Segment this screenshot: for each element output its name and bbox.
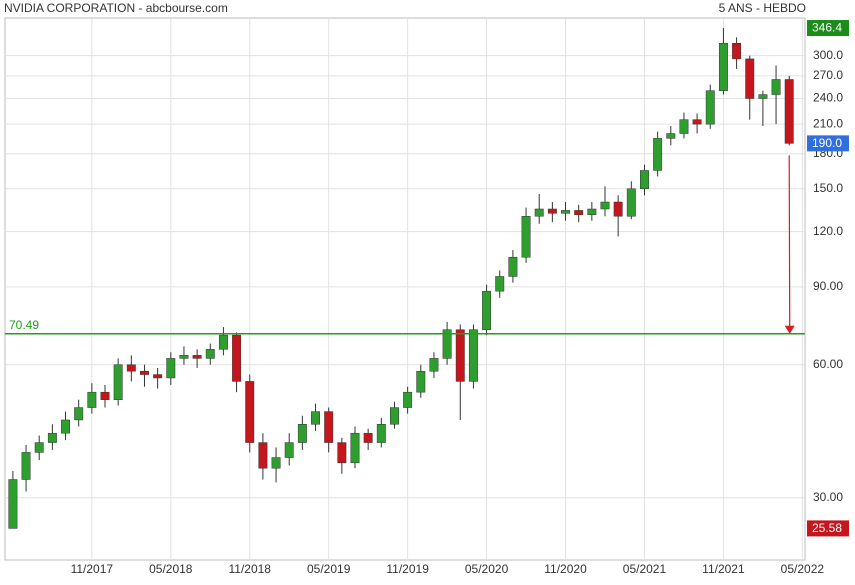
candle-body	[8, 479, 18, 529]
candle-body	[113, 364, 123, 400]
candle-body	[311, 411, 320, 425]
candle-body	[705, 90, 715, 125]
candle-body	[324, 411, 334, 443]
plot-frame	[4, 17, 806, 561]
x-tick-label: 11/2021	[702, 562, 745, 576]
candle-body	[587, 208, 597, 216]
chart-subtitle: 5 ANS - HEBDO	[719, 1, 806, 15]
candle-body	[468, 329, 478, 382]
candle-body	[758, 94, 768, 99]
x-tick-label: 05/2022	[781, 562, 825, 576]
y-tick-label: 30.00	[813, 490, 843, 504]
candle-body	[297, 424, 307, 443]
candle-body	[166, 358, 176, 379]
last-price-label: 190.0	[812, 136, 842, 150]
x-tick-label: 11/2018	[228, 562, 271, 576]
y-tick-label: 270.0	[813, 68, 843, 82]
candle-body	[416, 370, 426, 393]
y-tick-label: 90.00	[813, 279, 843, 293]
candle-body	[245, 381, 255, 443]
candle-body	[745, 58, 755, 99]
candle-body	[390, 407, 399, 425]
y-tick-label: 120.0	[813, 224, 843, 238]
candle-body	[666, 133, 676, 139]
arrow-line	[788, 155, 791, 327]
candle-body	[732, 43, 742, 60]
arrow-head	[784, 325, 795, 334]
candle-body	[74, 407, 84, 421]
candle-body	[284, 442, 294, 458]
y-tick-label: 300.0	[813, 48, 843, 62]
candle-body	[363, 432, 373, 443]
x-tick-label: 05/2018	[149, 562, 193, 576]
candle-body	[455, 329, 465, 382]
candle-body	[718, 43, 728, 91]
chart-title: NVIDIA CORPORATION - abcbourse.com	[4, 1, 228, 15]
candle-body	[153, 374, 163, 379]
y-tick-label: 60.00	[813, 357, 843, 371]
candle-body	[34, 442, 44, 453]
candle-body	[547, 208, 557, 214]
candle-body	[47, 432, 57, 443]
y-tick-label: 210.0	[813, 116, 843, 130]
candle-body	[561, 210, 570, 214]
candle-body	[442, 329, 452, 359]
candle-body	[508, 256, 518, 277]
period-low-box	[807, 520, 849, 537]
candle-body	[218, 334, 228, 350]
candle-body	[521, 215, 531, 258]
x-tick-label: 05/2020	[465, 562, 509, 576]
candle-body	[574, 210, 584, 216]
candle-body	[495, 276, 505, 292]
last-price-box	[807, 135, 849, 152]
candle-body	[600, 201, 610, 210]
y-tick-label: 150.0	[813, 181, 843, 195]
candle-body	[613, 201, 623, 217]
candle-body	[692, 119, 702, 125]
candle-body	[337, 442, 347, 464]
candle-body	[258, 442, 268, 469]
candle-body	[679, 119, 689, 134]
candle-body	[784, 79, 794, 144]
candle-body	[140, 370, 149, 375]
y-tick-label: 240.0	[813, 91, 843, 105]
candle-body	[482, 290, 492, 330]
candle-body	[87, 391, 97, 408]
candle-body	[192, 355, 202, 359]
candle-body	[61, 419, 70, 434]
candle-body	[126, 364, 136, 372]
candle-body	[350, 432, 360, 464]
x-tick-label: 05/2019	[307, 562, 351, 576]
candle-body	[771, 79, 781, 95]
x-tick-label: 11/2019	[386, 562, 429, 576]
reference-label: 70.49	[9, 318, 39, 332]
candle-body	[640, 170, 649, 190]
period-low-label: 25.58	[812, 521, 842, 535]
candle-body	[100, 391, 110, 400]
x-tick-label: 05/2021	[623, 562, 667, 576]
candle-body	[403, 391, 413, 408]
candle-body	[271, 457, 281, 469]
period-high-box	[807, 20, 849, 37]
candle-body	[21, 452, 31, 480]
candle-body	[653, 138, 663, 171]
candle-body	[232, 334, 242, 382]
period-high-label: 346.4	[812, 21, 842, 35]
x-tick-label: 11/2017	[71, 562, 114, 576]
candle-body	[626, 188, 636, 217]
x-tick-label: 11/2020	[544, 562, 587, 576]
candle-body	[179, 355, 189, 359]
candle-body	[205, 349, 215, 359]
candle-body	[534, 208, 544, 217]
candle-body	[376, 424, 386, 443]
candle-body	[429, 358, 439, 372]
